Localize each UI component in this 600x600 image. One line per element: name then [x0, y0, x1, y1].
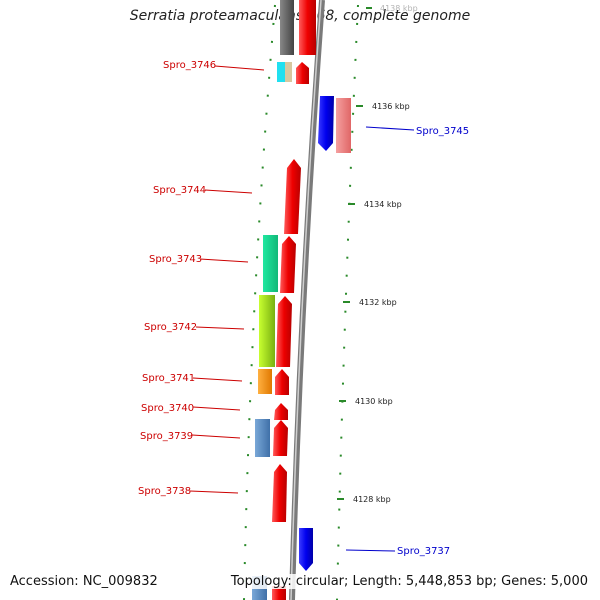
feature-bottom-red[interactable] [272, 586, 286, 600]
gene-spro-3743-teal-glyph[interactable] [263, 235, 278, 292]
scale-ticks: 4138 kbp 4136 kbp 4134 kbp 4132 kbp 4130… [337, 4, 418, 504]
feature-top-grey[interactable] [280, 0, 294, 55]
gene-spro-3741-orange-glyph[interactable] [258, 369, 272, 394]
gene-label[interactable]: Spro_3737 [397, 546, 450, 557]
gene-spro-3740-glyph[interactable] [274, 403, 288, 420]
gene-spro-3739-steel-glyph[interactable] [255, 419, 270, 457]
gene-labels: Spro_3746 Spro_3745 Spro_3744 Spro_3743 … [138, 60, 469, 557]
feature-top-red[interactable] [299, 0, 316, 55]
gene-spro-3742-glyph[interactable] [276, 296, 292, 367]
accession-text: Accession: NC_009832 [10, 574, 158, 589]
tick-label: 4136 kbp [372, 102, 410, 111]
tick-label: 4138 kbp [380, 4, 418, 13]
gene-label[interactable]: Spro_3746 [163, 60, 216, 71]
gene-label[interactable]: Spro_3743 [149, 254, 202, 265]
gene-spro-3741-glyph[interactable] [275, 369, 289, 395]
gene-spro-3743-glyph[interactable] [280, 236, 296, 293]
gene-spro-3745-pink-glyph[interactable] [336, 98, 351, 153]
genome-backbone [289, 0, 325, 600]
gene-spro-3745-glyph[interactable] [318, 96, 334, 151]
gene-spro-3742-lime-glyph[interactable] [259, 295, 275, 367]
gene-label[interactable]: Spro_3738 [138, 486, 191, 497]
gene-label[interactable]: Spro_3742 [144, 322, 197, 333]
gene-label[interactable]: Spro_3740 [141, 403, 194, 414]
tick-label: 4134 kbp [364, 200, 402, 209]
gene-spro-3744-glyph[interactable] [284, 159, 301, 234]
tick-label: 4132 kbp [359, 298, 397, 307]
gene-spro-3738-glyph[interactable] [272, 464, 287, 522]
tick-label: 4128 kbp [353, 495, 391, 504]
gene-label[interactable]: Spro_3744 [153, 185, 206, 196]
topology-text: Topology: circular; Length: 5,448,853 bp… [228, 574, 590, 589]
feature-top-tan[interactable] [285, 62, 292, 82]
gene-label[interactable]: Spro_3741 [142, 373, 195, 384]
gene-spro-3746-glyph[interactable] [296, 62, 309, 84]
gene-label[interactable]: Spro_3745 [416, 126, 469, 137]
gene-spro-3739-glyph[interactable] [273, 420, 288, 456]
gene-spro-3737-glyph[interactable] [299, 528, 313, 571]
gene-label[interactable]: Spro_3739 [140, 431, 193, 442]
feature-top-cyan[interactable] [277, 62, 285, 82]
tick-label: 4130 kbp [355, 397, 393, 406]
